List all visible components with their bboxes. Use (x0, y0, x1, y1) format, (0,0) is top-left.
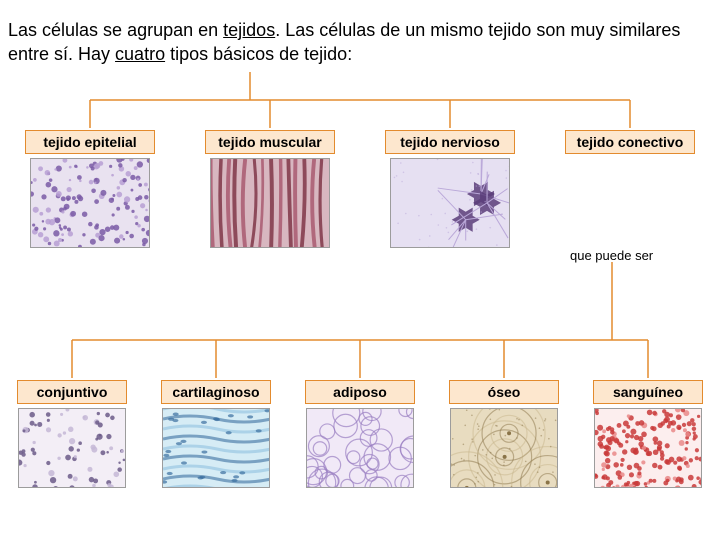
tissue-image (210, 158, 330, 248)
tissue-label: conjuntivo (17, 380, 127, 404)
tissue-label: tejido conectivo (565, 130, 695, 154)
tissue-card: tejido muscular (205, 130, 335, 248)
tissue-label: tejido muscular (205, 130, 335, 154)
intro-part3: tipos básicos de tejido: (165, 44, 352, 64)
tissue-image (18, 408, 126, 488)
tissue-label: cartilaginoso (161, 380, 271, 404)
connective-subtypes-row: conjuntivo cartilaginoso adiposo óseo sanguí… (0, 380, 720, 488)
tissue-card: cartilaginoso (161, 380, 271, 488)
tissue-label: tejido nervioso (385, 130, 515, 154)
tissue-card: sanguíneo (593, 380, 703, 488)
subnote-text: que puede ser (570, 248, 653, 263)
tissue-image (306, 408, 414, 488)
tissue-card: tejido conectivo (565, 130, 695, 248)
tissue-card: tejido epitelial (25, 130, 155, 248)
intro-text: Las células se agrupan en tejidos. Las c… (0, 0, 720, 67)
tissue-image (450, 408, 558, 488)
tissue-card: óseo (449, 380, 559, 488)
tissue-card: conjuntivo (17, 380, 127, 488)
intro-underline-2: cuatro (115, 44, 165, 64)
tissue-image (390, 158, 510, 248)
tissue-label: adiposo (305, 380, 415, 404)
intro-underline-1: tejidos (223, 20, 275, 40)
tissue-card: tejido nervioso (385, 130, 515, 248)
intro-part1: Las células se agrupan en (8, 20, 223, 40)
tissue-card: adiposo (305, 380, 415, 488)
tissue-label: óseo (449, 380, 559, 404)
tissue-types-row: tejido epitelial tejido muscular tejido ne… (0, 130, 720, 248)
tissue-label: sanguíneo (593, 380, 703, 404)
tissue-label: tejido epitelial (25, 130, 155, 154)
tissue-image (30, 158, 150, 248)
tissue-image (162, 408, 270, 488)
tissue-image (594, 408, 702, 488)
